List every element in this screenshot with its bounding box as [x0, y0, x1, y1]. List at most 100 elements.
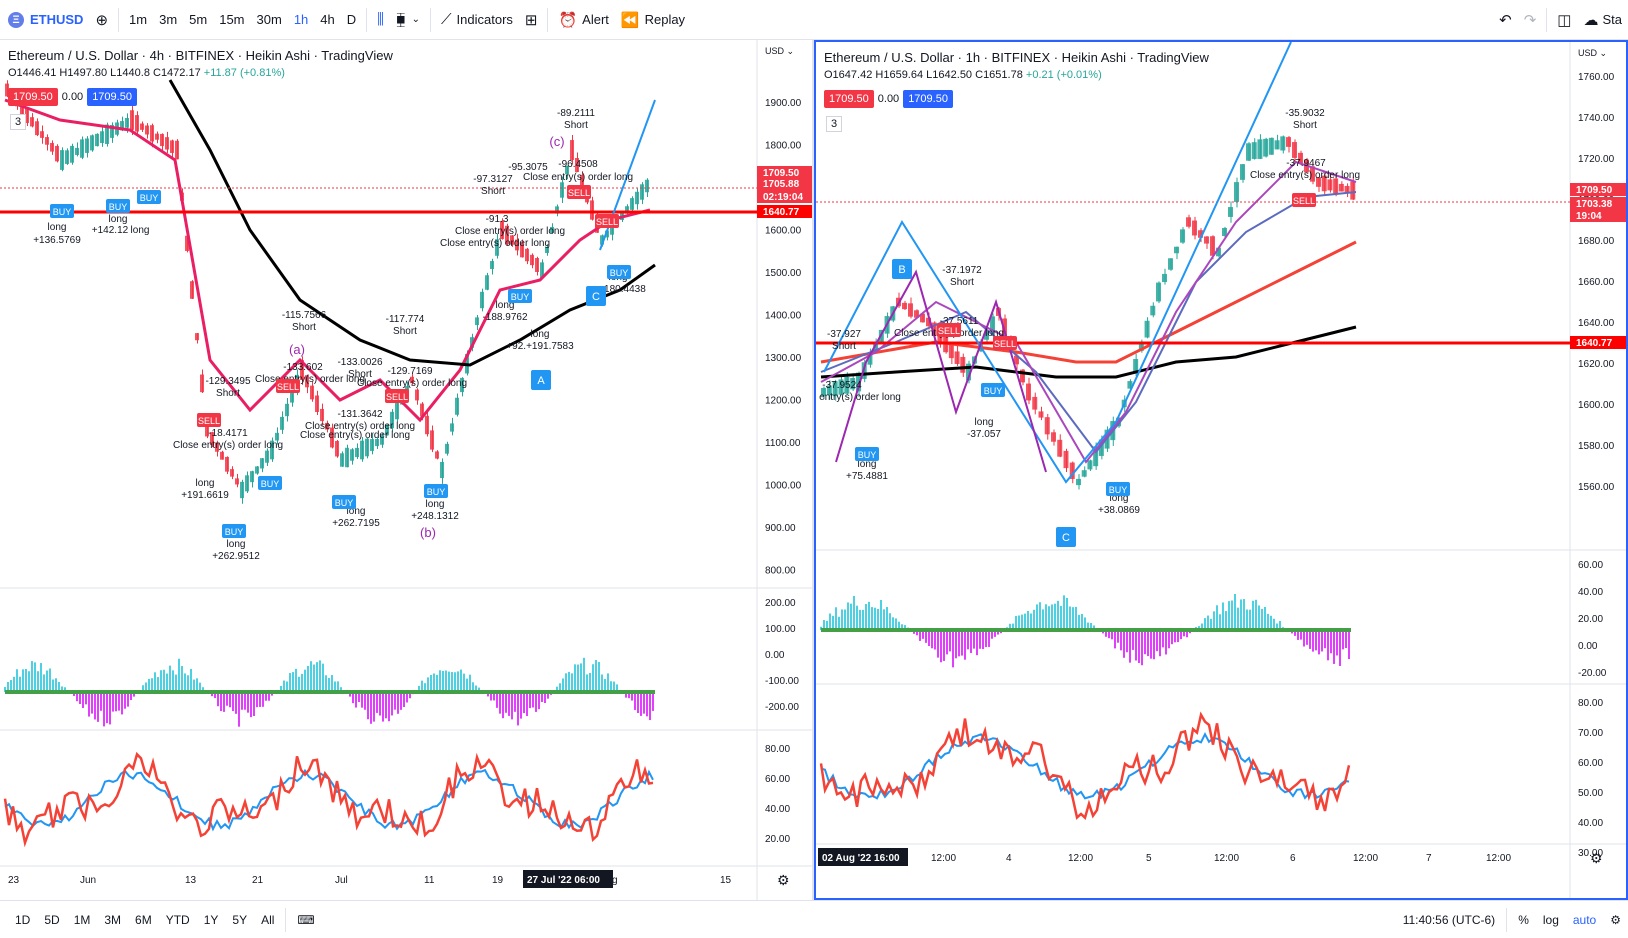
- interval-4h[interactable]: 4h: [320, 12, 335, 27]
- rsi-axis-label: 30.00: [1578, 848, 1603, 859]
- bar-style-button[interactable]: ⫼: [371, 0, 390, 40]
- percent-scale-toggle[interactable]: %: [1518, 912, 1529, 927]
- clock-readout[interactable]: 11:40:56 (UTC-6): [1402, 912, 1496, 927]
- indicator-count-toggle[interactable]: 3: [826, 116, 843, 132]
- redo-button[interactable]: ↷: [1518, 0, 1543, 40]
- interval-3m[interactable]: 3m: [159, 12, 178, 27]
- trade-annotation: Close entry(s) order long: [1250, 170, 1360, 181]
- price-axis-label: 1740.00: [1578, 113, 1615, 124]
- range-6m[interactable]: 6M: [135, 912, 152, 927]
- chart-canvas-right[interactable]: 1760.001740.001720.001700.001680.001660.…: [816, 42, 1626, 898]
- price-tag-label: 1640.77: [763, 207, 800, 218]
- wave-point-marker: [892, 259, 912, 279]
- wave-point-label: B: [898, 264, 905, 276]
- interval-5m[interactable]: 5m: [189, 12, 208, 27]
- sell-price-button[interactable]: 1709.50: [824, 90, 874, 108]
- currency-label: USD ⌄: [1578, 48, 1607, 58]
- sell-signal-label: SELL: [938, 326, 960, 336]
- interval-30m[interactable]: 30m: [256, 12, 282, 27]
- log-scale-toggle[interactable]: log: [1542, 912, 1559, 927]
- trade-annotation: long: [347, 506, 366, 517]
- buy-signal-tag: [607, 265, 631, 279]
- pane-divider[interactable]: [812, 40, 814, 900]
- templates-button[interactable]: ⊞: [519, 0, 544, 40]
- trade-badges: 1709.50 0.00 1709.50: [8, 88, 137, 106]
- bar-chart-icon: ⧯: [396, 11, 406, 28]
- range-ytd[interactable]: YTD: [165, 912, 190, 927]
- indicators-label: Indicators: [456, 12, 513, 27]
- interval-15m[interactable]: 15m: [219, 12, 245, 27]
- chart-type-button[interactable]: ⧯ ⌄: [390, 0, 426, 40]
- layout-button[interactable]: ◫: [1551, 0, 1577, 40]
- candle: [960, 356, 966, 373]
- sell-signal-tag: [567, 185, 591, 199]
- price-tag: [1570, 209, 1626, 222]
- goto-date-button[interactable]: ⌨: [290, 913, 321, 927]
- range-5y[interactable]: 5Y: [232, 912, 248, 927]
- macd-axis-label: 60.00: [1578, 560, 1603, 571]
- chart-canvas-left[interactable]: 1900.001800.001700.001600.001500.001400.…: [0, 40, 812, 900]
- buy-signal-tag: [424, 484, 448, 498]
- auto-scale-toggle[interactable]: auto: [1572, 912, 1597, 927]
- trade-annotation: +92.+191.7583: [506, 341, 574, 352]
- range-1y[interactable]: 1Y: [203, 912, 219, 927]
- symbol-search[interactable]: Ξ ETHUSD: [0, 0, 89, 40]
- bottom-toolbar: 1D 5D 1M 3M 6M YTD 1Y 5Y All ⌨ 11:40:56 (UTC-6) …: [0, 900, 1628, 938]
- time-axis-label: 6: [1290, 853, 1296, 864]
- trade-annotation: -89.2111: [557, 108, 595, 119]
- ohlc-open: O1647.42: [824, 69, 873, 81]
- trade-annotation: +142.12: [92, 225, 129, 236]
- candle: [826, 385, 832, 396]
- trade-annotation: Close entry(s) order long: [455, 226, 565, 237]
- compare-symbol-button[interactable]: ⊕: [89, 0, 114, 40]
- price-axis-label: 1720.00: [1578, 154, 1615, 165]
- trade-annotation: Short: [216, 388, 240, 399]
- sell-signal-label: SELL: [994, 339, 1016, 349]
- wave-label: (b): [420, 525, 436, 540]
- undo-button[interactable]: ↶: [1493, 0, 1518, 40]
- buy-price-button[interactable]: 1709.50: [903, 90, 953, 108]
- trade-annotation: Close entry(s) order long: [523, 172, 633, 183]
- price-tag-label: 02:19:04: [763, 192, 803, 203]
- sell-price-button[interactable]: 1709.50: [8, 88, 58, 106]
- chart-pane-right[interactable]: 1760.001740.001720.001700.001680.001660.…: [814, 40, 1628, 900]
- price-tag: [757, 177, 812, 190]
- interval-1h[interactable]: 1h: [293, 12, 309, 27]
- price-axis-label: 800.00: [765, 566, 796, 577]
- time-axis-label: 02 Aug '22 16:00: [822, 853, 900, 864]
- buy-signal-label: BUY: [225, 527, 244, 537]
- range-all[interactable]: All: [261, 912, 275, 927]
- replay-button[interactable]: ⏪ Replay: [615, 0, 691, 40]
- interval-1m[interactable]: 1m: [129, 12, 148, 27]
- toolbar-divider: [285, 907, 287, 932]
- price-axis-label: 1640.00: [1578, 318, 1615, 329]
- range-5d[interactable]: 5D: [44, 912, 60, 927]
- ohlc-change: +0.21 (+0.01%): [1025, 69, 1102, 81]
- interval-d[interactable]: D: [346, 12, 357, 27]
- indicator-count-toggle[interactable]: 3: [10, 114, 27, 130]
- replay-label: Replay: [644, 12, 686, 27]
- buy-price-button[interactable]: 1709.50: [87, 88, 137, 106]
- candle: [1144, 320, 1150, 338]
- buy-signal-label: BUY: [140, 193, 159, 203]
- sell-signal-label: SELL: [596, 217, 618, 227]
- trade-annotation: long: [131, 225, 150, 236]
- candle: [1133, 359, 1139, 374]
- date-range-group: 1D 5D 1M 3M 6M YTD 1Y 5Y All: [0, 913, 281, 927]
- alert-button[interactable]: ⏰ Alert: [552, 0, 614, 40]
- plus-circle-icon: ⊕: [95, 11, 109, 29]
- ohlc-low: L1642.50: [926, 69, 973, 81]
- range-1m[interactable]: 1M: [73, 912, 91, 927]
- buy-signal-tag: [855, 447, 879, 461]
- price-tag-label: 1709.50: [1576, 185, 1613, 196]
- moving-average-line: [820, 240, 1357, 364]
- save-cloud-button[interactable]: ☁ Sta: [1577, 0, 1628, 40]
- indicators-button[interactable]: ⟋ Indicators: [435, 0, 519, 40]
- cloud-icon: ☁: [1583, 11, 1599, 29]
- price-tag: [757, 205, 812, 218]
- range-1d[interactable]: 1D: [15, 912, 31, 927]
- range-3m[interactable]: 3M: [104, 912, 122, 927]
- trade-annotation: -37.9467: [1286, 158, 1326, 169]
- settings-gear-button[interactable]: ⚙: [1603, 913, 1628, 927]
- chart-pane-left[interactable]: 1900.001800.001700.001600.001500.001400.…: [0, 40, 812, 900]
